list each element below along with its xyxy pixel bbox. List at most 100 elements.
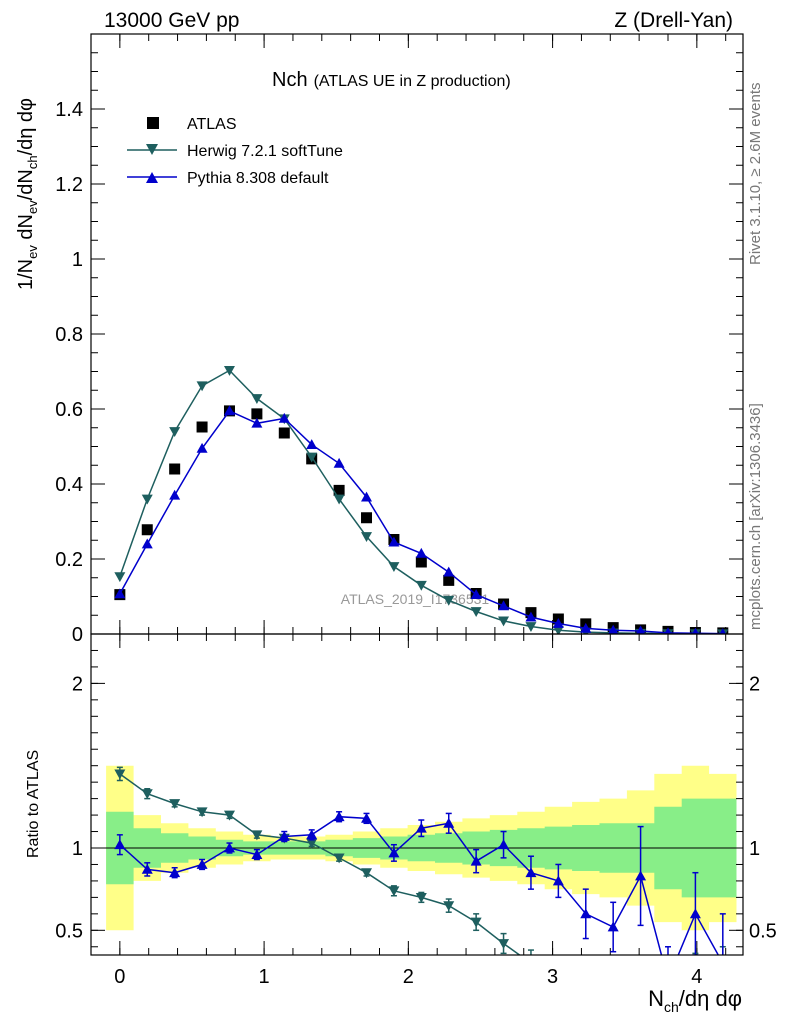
herwig-ratio-point (415, 892, 427, 903)
herwig-ratio-point (333, 853, 345, 864)
legend-pythia-label: Pythia 8.308 default (187, 170, 329, 187)
pythia-point (470, 589, 482, 600)
herwig-ratio-point (306, 838, 318, 849)
atlas-point (415, 556, 427, 568)
pythia-point (443, 566, 455, 577)
pythia-ratio-point (415, 822, 427, 833)
pythia-point (635, 625, 646, 634)
legend-atlas-marker (147, 117, 159, 129)
herwig-ratio-point (635, 992, 646, 1002)
y-tick-label-main: 0 (72, 624, 83, 646)
pythia-point (278, 412, 290, 423)
data-series (114, 365, 729, 1002)
herwig-point (333, 494, 345, 505)
herwig-point (498, 616, 510, 627)
pythia-point (114, 588, 126, 599)
x-tick-label: 2 (403, 966, 414, 988)
y-tick-label-ratio: 1 (72, 838, 83, 860)
atlas-point (169, 463, 181, 475)
pythia-ratio-point (169, 867, 181, 878)
pythia-point (388, 536, 400, 547)
pythia-point (251, 417, 263, 428)
pythia-ratio-point (278, 830, 290, 841)
pythia-ratio-point (306, 829, 318, 840)
pythia-ratio-point (443, 817, 455, 828)
herwig-point (306, 452, 318, 463)
herwig-point (443, 595, 455, 606)
y-tick-label-main: 0.8 (55, 324, 83, 346)
herwig-ratio-point (361, 868, 373, 879)
legend-atlas-label: ATLAS (187, 116, 237, 133)
herwig-point (470, 607, 482, 617)
atlas-point (251, 408, 263, 420)
pythia-point (719, 628, 727, 634)
y-tick-label-ratio-right: 1 (749, 838, 760, 860)
pythia-point (664, 627, 672, 634)
panel-frames (90, 33, 744, 956)
herwig-point (196, 381, 208, 392)
plot-title-main: Nch (272, 69, 308, 91)
x-axis-label: Nch/dη dφ (648, 986, 742, 1015)
pythia-point (691, 627, 699, 634)
header-right: Z (Drell-Yan) (614, 9, 733, 32)
herwig-point (415, 580, 427, 591)
y-tick-label-main: 0.6 (55, 399, 83, 421)
atlas-point (141, 524, 153, 536)
herwig-point (223, 365, 235, 376)
herwig-point (388, 562, 400, 572)
herwig-point (114, 572, 126, 583)
atlas-point (196, 421, 208, 433)
legend-pythia-marker (146, 172, 158, 183)
pythia-point (141, 538, 153, 549)
y-tick-label-main: 1.2 (55, 174, 83, 196)
legend: ATLAS Herwig 7.2.1 softTune Pythia 8.308… (127, 116, 343, 187)
y-tick-label-main: 0.2 (55, 549, 83, 571)
watermark: ATLAS_2019_I1736531 (341, 591, 490, 607)
x-tick-label: 0 (114, 966, 125, 988)
pythia-point (361, 491, 373, 502)
pythia-ratio-point (635, 870, 647, 881)
pythia-ratio-point (662, 974, 673, 984)
herwig-ratio-point (470, 917, 482, 928)
herwig-ratio-point (196, 807, 208, 818)
mcplots-label: mcplots.cern.ch [arXiv:1306.3436] (747, 403, 764, 630)
y-tick-label-ratio-right: 0.5 (749, 920, 777, 942)
pythia-ratio-point (607, 921, 619, 932)
pythia-point (552, 618, 564, 628)
pythia-ratio-point (333, 811, 345, 822)
pythia-ratio-point (498, 839, 510, 850)
pythia-ratio-point (251, 849, 263, 859)
pythia-point (196, 442, 208, 453)
atlas-point (443, 574, 455, 586)
herwig-point (169, 427, 181, 437)
herwig-ratio-point (223, 810, 235, 821)
pythia-ratio-point (388, 847, 400, 858)
pythia-ratio-point (717, 958, 728, 968)
herwig-ratio-point (498, 939, 510, 949)
atlas-point (333, 484, 345, 496)
pythia-ratio-point (470, 855, 482, 866)
x-tick-label: 4 (691, 966, 702, 988)
pythia-ratio-point (114, 839, 126, 850)
herwig-ratio-point (169, 799, 181, 810)
y-tick-label-main: 1 (72, 249, 83, 271)
herwig-ratio-point (443, 901, 455, 912)
pythia-point (580, 622, 592, 633)
legend-herwig-marker (146, 144, 158, 155)
pythia-ratio-point (223, 842, 235, 853)
ratio-panel-frame (90, 633, 744, 956)
y-tick-label-main: 1.4 (55, 99, 83, 121)
y-tick-label-ratio: 2 (72, 673, 83, 695)
herwig-point (361, 532, 373, 542)
pythia-ratio-point (580, 908, 592, 919)
pythia-ratio-point (525, 867, 537, 878)
pythia-ratio-point (196, 858, 208, 869)
header-left: 13000 GeV pp (104, 9, 239, 32)
plot-title-sub: (ATLAS UE in Z production) (314, 73, 511, 90)
main-panel-series (114, 365, 729, 634)
pythia-point (525, 611, 537, 622)
pythia-point (306, 439, 318, 450)
legend-herwig-label: Herwig 7.2.1 softTune (187, 143, 343, 160)
herwig-point (141, 494, 153, 505)
